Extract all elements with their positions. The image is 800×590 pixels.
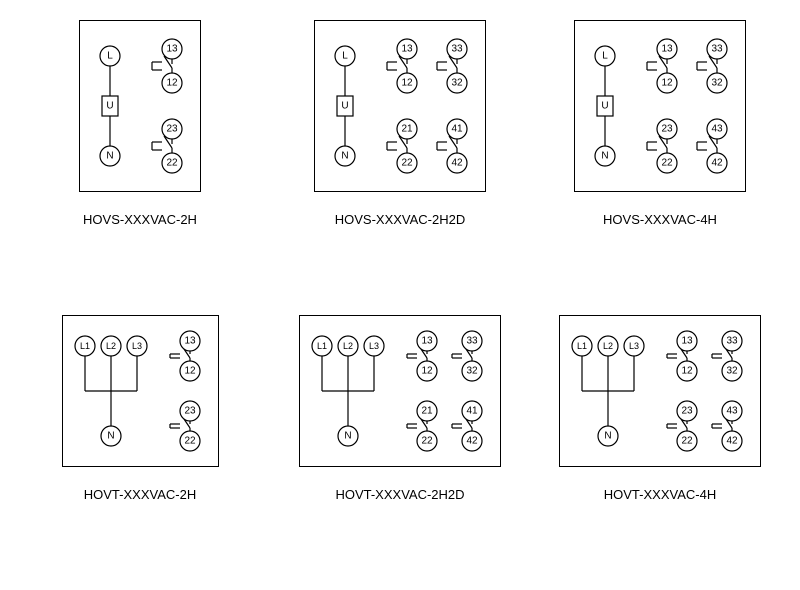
diagram-cell: L1 L2 L3 N 13 12 33 32 23 22 43 42 HOVT-XXXVAC-4… (540, 315, 780, 570)
svg-text:U: U (341, 101, 348, 112)
svg-text:12: 12 (184, 366, 196, 377)
diagram-cell: L N U 13 12 33 32 21 22 41 42 HOVS-XXXVAC-2H2D (280, 20, 520, 275)
schematic-svg: L1 L2 L3 N 13 12 33 32 23 22 43 42 (560, 316, 760, 466)
diagram-box: L N U 13 12 33 32 23 22 43 42 (574, 20, 746, 192)
svg-text:L: L (107, 51, 113, 62)
svg-text:22: 22 (421, 436, 433, 447)
diagram-box: L N U 13 12 33 32 21 22 41 42 (314, 20, 486, 192)
svg-text:33: 33 (726, 336, 738, 347)
diagram-label: HOVS-XXXVAC-2H (83, 212, 197, 227)
svg-text:L: L (342, 51, 348, 62)
diagram-box: L1 L2 L3 N 13 12 23 22 (62, 315, 219, 467)
svg-text:L1: L1 (577, 341, 587, 351)
svg-text:41: 41 (466, 406, 478, 417)
diagram-cell: L N U 13 12 33 32 23 22 43 42 HOVS-XXXVAC-4H (540, 20, 780, 275)
diagram-box: L1 L2 L3 N 13 12 33 32 23 22 43 42 (559, 315, 761, 467)
svg-text:42: 42 (466, 436, 478, 447)
svg-text:L: L (602, 51, 608, 62)
svg-text:N: N (604, 431, 611, 442)
schematic-svg: L1 L2 L3 N 13 12 33 32 21 22 41 42 (300, 316, 500, 466)
svg-text:22: 22 (661, 158, 673, 169)
svg-text:32: 32 (726, 366, 738, 377)
svg-text:12: 12 (401, 78, 413, 89)
svg-text:13: 13 (184, 336, 196, 347)
diagram-cell: L1 L2 L3 N 13 12 33 32 21 22 41 42 HOVT-XXXVAC-2… (280, 315, 520, 570)
schematic-svg: L N U 13 12 33 32 21 22 41 42 (315, 21, 485, 191)
svg-text:L2: L2 (343, 341, 353, 351)
svg-text:23: 23 (661, 124, 673, 135)
svg-text:13: 13 (661, 44, 673, 55)
svg-text:13: 13 (166, 44, 178, 55)
svg-text:33: 33 (451, 44, 463, 55)
svg-text:L2: L2 (603, 341, 613, 351)
svg-text:L1: L1 (317, 341, 327, 351)
svg-text:22: 22 (166, 158, 178, 169)
diagram-grid: L N U 13 12 23 22 HOVS-XXXVAC-2H L N U 13 12 33 32 (20, 20, 780, 570)
schematic-svg: L1 L2 L3 N 13 12 23 22 (63, 316, 218, 466)
diagram-cell: L N U 13 12 23 22 HOVS-XXXVAC-2H (20, 20, 260, 275)
diagram-label: HOVT-XXXVAC-2H2D (335, 487, 464, 502)
svg-text:U: U (106, 101, 113, 112)
svg-text:N: N (341, 151, 348, 162)
svg-text:22: 22 (681, 436, 693, 447)
svg-text:43: 43 (711, 124, 723, 135)
schematic-svg: L N U 13 12 33 32 23 22 43 42 (575, 21, 745, 191)
svg-text:N: N (106, 151, 113, 162)
svg-text:21: 21 (421, 406, 433, 417)
svg-text:32: 32 (451, 78, 463, 89)
svg-text:12: 12 (421, 366, 433, 377)
svg-text:L3: L3 (131, 341, 141, 351)
svg-text:12: 12 (681, 366, 693, 377)
svg-text:L3: L3 (629, 341, 639, 351)
svg-text:13: 13 (681, 336, 693, 347)
svg-text:22: 22 (184, 436, 196, 447)
svg-text:43: 43 (726, 406, 738, 417)
svg-text:23: 23 (681, 406, 693, 417)
diagram-box: L N U 13 12 23 22 (79, 20, 201, 192)
svg-text:12: 12 (166, 78, 178, 89)
svg-text:42: 42 (711, 158, 723, 169)
diagram-label: HOVT-XXXVAC-4H (604, 487, 716, 502)
svg-text:33: 33 (466, 336, 478, 347)
svg-text:13: 13 (401, 44, 413, 55)
svg-text:41: 41 (451, 124, 463, 135)
svg-text:32: 32 (466, 366, 478, 377)
svg-text:L3: L3 (369, 341, 379, 351)
svg-text:13: 13 (421, 336, 433, 347)
svg-text:23: 23 (184, 406, 196, 417)
svg-text:N: N (107, 431, 114, 442)
svg-text:N: N (344, 431, 351, 442)
diagram-cell: L1 L2 L3 N 13 12 23 22 HOVT-XXXVAC-2H (20, 315, 260, 570)
svg-text:22: 22 (401, 158, 413, 169)
svg-text:N: N (601, 151, 608, 162)
svg-text:32: 32 (711, 78, 723, 89)
svg-text:12: 12 (661, 78, 673, 89)
svg-text:23: 23 (166, 124, 178, 135)
schematic-svg: L N U 13 12 23 22 (80, 21, 200, 191)
svg-text:21: 21 (401, 124, 413, 135)
svg-text:L2: L2 (105, 341, 115, 351)
diagram-box: L1 L2 L3 N 13 12 33 32 21 22 41 42 (299, 315, 501, 467)
svg-text:42: 42 (726, 436, 738, 447)
svg-text:33: 33 (711, 44, 723, 55)
svg-text:U: U (601, 101, 608, 112)
svg-text:L1: L1 (79, 341, 89, 351)
svg-text:42: 42 (451, 158, 463, 169)
diagram-label: HOVS-XXXVAC-2H2D (335, 212, 466, 227)
diagram-label: HOVT-XXXVAC-2H (84, 487, 196, 502)
diagram-label: HOVS-XXXVAC-4H (603, 212, 717, 227)
